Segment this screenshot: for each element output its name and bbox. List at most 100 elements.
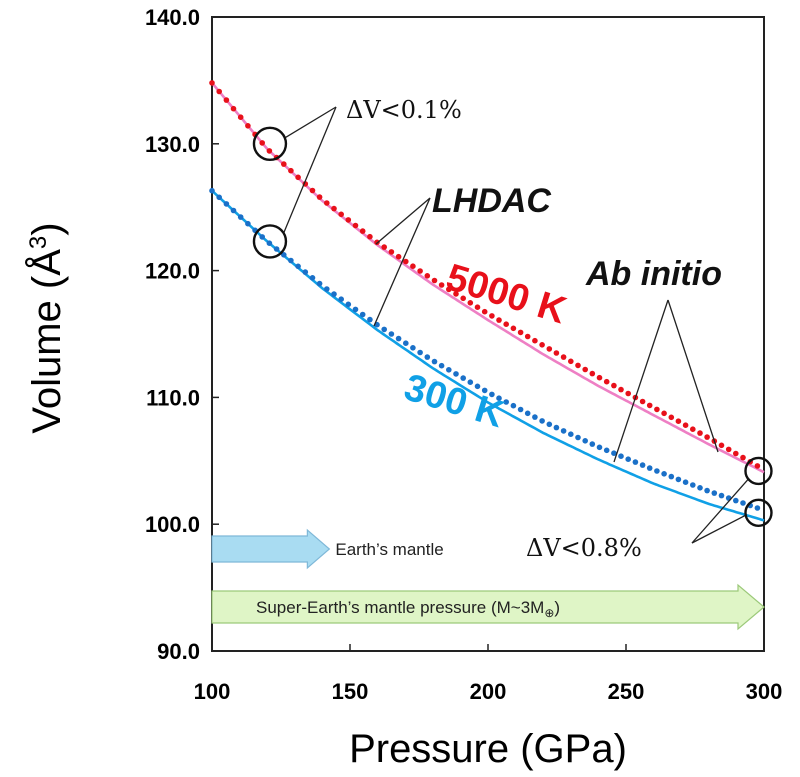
series-layer [209, 80, 765, 522]
annotation-leader-lines [283, 106, 749, 544]
y-tick-label: 110.0 [146, 385, 200, 410]
x-tick-label: 200 [470, 679, 507, 704]
x-tick-label: 150 [332, 679, 369, 704]
series-point [625, 390, 631, 397]
series-point [338, 211, 345, 218]
series-point [625, 456, 631, 463]
y-tick-label: 90.0 [157, 639, 200, 664]
series-point [668, 414, 675, 421]
series-point [754, 463, 761, 469]
series-point [639, 462, 646, 468]
series-point [431, 358, 438, 365]
series-point [632, 459, 639, 465]
series-point [223, 97, 230, 103]
series-point [259, 140, 266, 146]
series-point [481, 387, 488, 394]
leader-line [667, 299, 719, 453]
series-point [711, 490, 718, 496]
y-tick-label: 100.0 [145, 512, 200, 537]
series-point [395, 253, 402, 260]
series-point [474, 383, 481, 390]
series-line-300k-ab-initio [211, 189, 765, 522]
series-point [417, 349, 423, 356]
series-point [481, 308, 488, 315]
x-tick-label: 250 [608, 679, 645, 704]
series-point [209, 80, 215, 86]
series-point [438, 282, 445, 288]
y-tick-label: 120.0 [145, 259, 200, 284]
circle-markers [252, 126, 773, 527]
circle-marker [744, 456, 773, 486]
series-point [474, 304, 481, 311]
series-point [690, 426, 696, 433]
series-point [281, 161, 287, 167]
series-point [539, 418, 545, 424]
series-point [367, 316, 373, 323]
series-point [446, 286, 452, 293]
series-point [697, 485, 703, 491]
lhdac-annotation: LHDAC [432, 182, 551, 220]
series-point [697, 430, 703, 436]
leader-line [691, 478, 749, 544]
series-point [367, 233, 373, 240]
series-point [381, 326, 388, 333]
series-point [553, 350, 560, 356]
series-point [431, 277, 438, 284]
series-point [467, 300, 474, 306]
series-point [517, 329, 524, 336]
series-point [331, 291, 337, 297]
series-point [230, 207, 237, 214]
series-point [395, 335, 402, 342]
series-point [510, 402, 517, 409]
delta-v-annotation-high: ΔV<0.8% [526, 534, 642, 562]
series-point [223, 201, 230, 207]
series-point [324, 200, 330, 206]
series-point [740, 500, 746, 506]
series-point [417, 268, 423, 274]
y-axis-title-close: ) [25, 222, 69, 235]
series-point [754, 505, 761, 511]
x-axis-title: Pressure (GPa) [349, 727, 627, 771]
series-point [596, 444, 603, 451]
super-earth-label-close: ) [554, 598, 560, 617]
series-point [682, 479, 689, 486]
series-point [646, 465, 653, 471]
series-point [352, 306, 359, 313]
series-point [582, 366, 588, 373]
delta-v-annotation-low: ΔV<0.1% [346, 96, 462, 124]
super-earth-mantle-label: Super-Earth’s mantle pressure (M~3M⊕) [256, 598, 560, 620]
series-point [725, 446, 732, 453]
y-tick-label: 140.0 [145, 5, 200, 30]
series-point [388, 249, 395, 255]
series-point [273, 246, 280, 252]
y-axis-title-main: Volume (Å [24, 249, 69, 434]
circle-marker [252, 126, 288, 162]
series-point [338, 296, 345, 303]
ab-initio-annotation: Ab initio [585, 255, 722, 293]
series-point [288, 257, 294, 264]
series-point [453, 291, 459, 297]
series-point [718, 492, 725, 499]
series-point [539, 342, 545, 348]
series-point [682, 422, 689, 429]
series-dots-300k-lhdac [209, 187, 761, 511]
earth-mantle-label: Earth’s mantle [335, 540, 443, 559]
series-point [582, 438, 588, 444]
series-point [230, 105, 237, 112]
series-point [575, 434, 581, 441]
series-point [245, 123, 251, 129]
series-point [295, 174, 301, 181]
series-point [209, 187, 215, 194]
series-point [704, 434, 710, 440]
series-point [524, 410, 531, 417]
leader-line [373, 197, 431, 327]
series-point [618, 386, 624, 393]
series-point [675, 476, 682, 483]
series-point [690, 482, 696, 488]
series-label-5000k: 5000 K [441, 256, 571, 332]
series-point [517, 406, 524, 413]
series-point [546, 346, 553, 352]
series-point [704, 487, 710, 494]
series-point [740, 454, 746, 461]
